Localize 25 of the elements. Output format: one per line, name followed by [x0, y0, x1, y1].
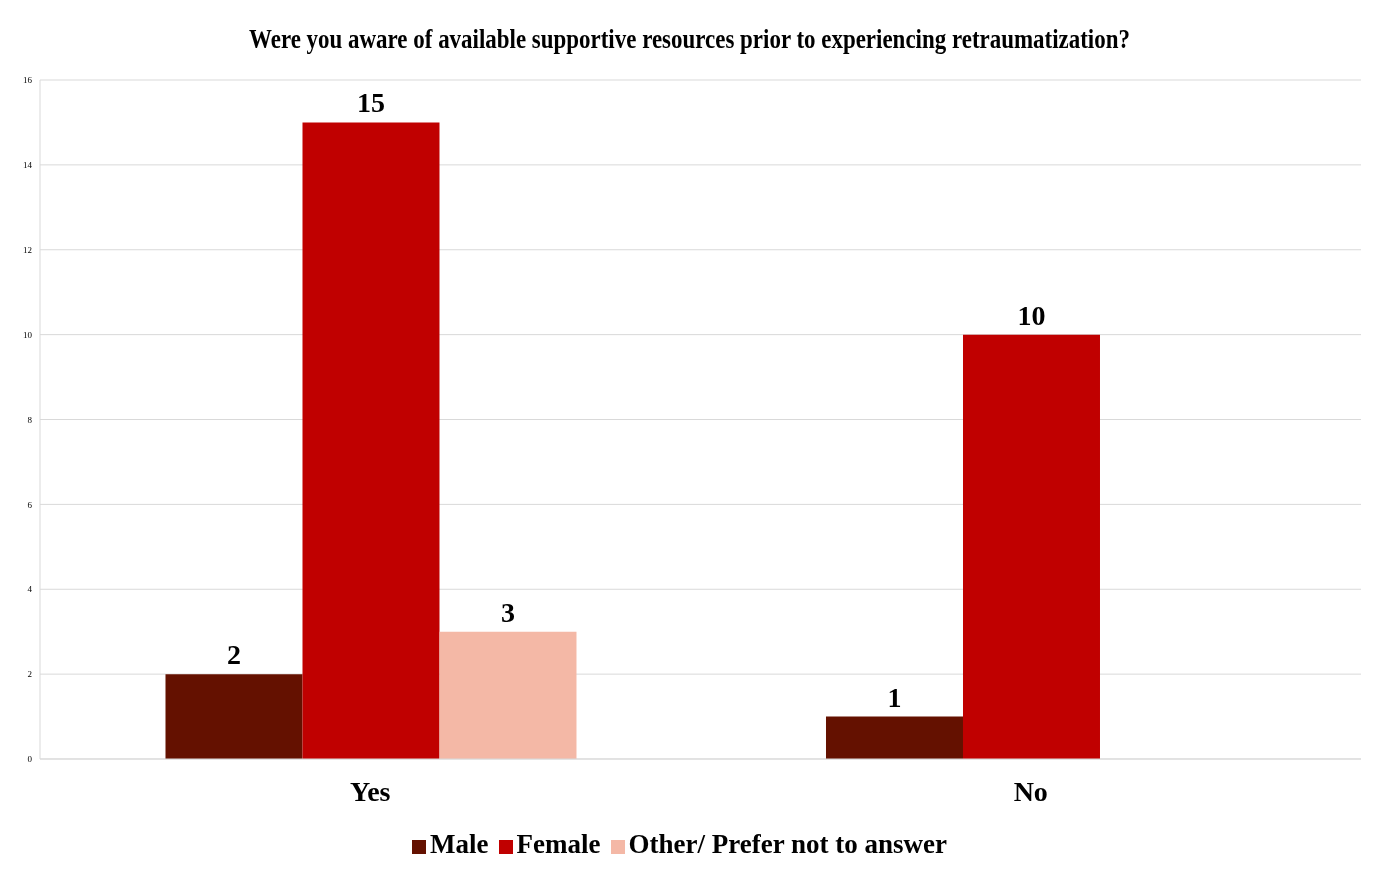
y-tick-label: 10: [23, 329, 33, 340]
y-tick-label: 8: [27, 414, 33, 425]
data-label: 15: [356, 87, 385, 119]
y-tick-label: 12: [23, 244, 32, 255]
data-label: 2: [226, 639, 241, 671]
legend-label: Other/ Prefer not to answer: [628, 829, 947, 859]
y-tick-label: 4: [27, 584, 33, 595]
bar: [826, 716, 963, 759]
bar: [302, 122, 440, 759]
data-label: 10: [1017, 299, 1046, 331]
legend-label: Female: [516, 829, 601, 859]
data-label: 1: [887, 681, 902, 713]
y-tick-label: 16: [23, 75, 33, 86]
data-label: 3: [500, 596, 515, 628]
y-tick-label: 0: [27, 754, 33, 765]
bar: [165, 674, 303, 759]
bar: [439, 631, 577, 759]
chart-title: Were you aware of available supportive resources prior to experiencing retraumatization?: [248, 23, 1131, 56]
y-tick-label: 14: [23, 160, 33, 171]
legend-label: Male: [430, 829, 489, 859]
y-tick-label: 2: [27, 669, 32, 680]
bar: [962, 334, 1100, 759]
y-tick-label: 6: [27, 499, 33, 510]
x-tick-label: No: [1013, 775, 1048, 807]
x-tick-label: Yes: [350, 775, 391, 807]
